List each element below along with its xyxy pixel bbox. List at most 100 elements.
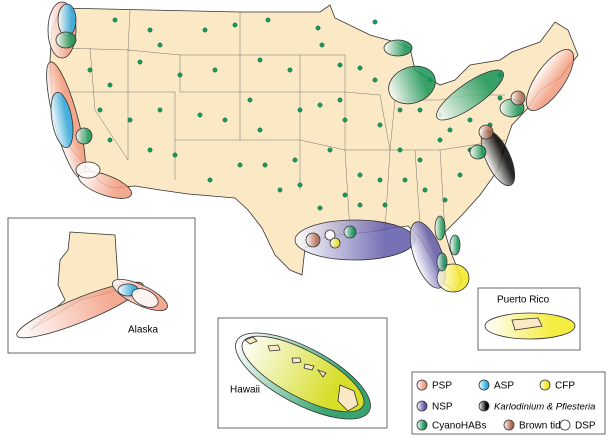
legend-label: CFP — [555, 381, 575, 392]
cyano-region — [383, 39, 413, 57]
alaska-inset: Alaska — [7, 217, 196, 354]
site-dot — [337, 62, 343, 68]
site-dot — [357, 65, 363, 71]
site-dot — [357, 172, 363, 178]
site-dot — [237, 162, 243, 168]
cfp-region — [241, 335, 365, 413]
cyano-region — [75, 127, 93, 145]
cyano-region — [436, 252, 448, 272]
site-dot — [202, 27, 208, 33]
site-dot — [157, 42, 163, 48]
cyano-region — [469, 144, 487, 160]
site-dot — [97, 107, 103, 113]
cyano-region — [388, 65, 436, 105]
site-dot — [257, 57, 263, 63]
site-dot — [382, 202, 388, 208]
site-dot — [372, 77, 378, 83]
psp-region — [16, 281, 144, 339]
psp-region — [525, 49, 575, 111]
dsp-region — [131, 288, 159, 308]
legend-label: ASP — [494, 381, 514, 392]
inset-label: Puerto Rico — [497, 295, 550, 306]
site-dot — [372, 19, 378, 25]
site-dot — [317, 102, 323, 108]
hawaii-inset: Hawaii — [217, 317, 388, 429]
site-dot — [137, 59, 143, 65]
monitoring-sites — [87, 17, 503, 211]
legend-label: DSP — [575, 421, 596, 432]
site-dot — [147, 27, 153, 33]
legend-swatch — [416, 419, 428, 431]
site-dot — [265, 17, 271, 23]
site-dot — [107, 137, 113, 143]
legend-label: NSP — [432, 402, 453, 413]
site-dot — [277, 187, 283, 193]
legend-label: CyanoHABs — [432, 421, 486, 432]
site-dot — [262, 162, 268, 168]
site-dot — [107, 82, 113, 88]
site-dot — [297, 182, 303, 188]
cyano-region — [55, 31, 77, 49]
site-dot — [112, 17, 118, 23]
legend-label: Brown tide — [519, 421, 567, 432]
inset-label: Hawaii — [230, 385, 260, 396]
site-dot — [397, 107, 403, 113]
site-dot — [127, 117, 133, 123]
site-dot — [172, 152, 178, 158]
site-dot — [447, 127, 453, 133]
hab-regions — [46, 1, 575, 293]
dsp-region — [75, 161, 101, 179]
state-lines — [59, 9, 506, 233]
site-dot — [287, 67, 293, 73]
site-dot — [319, 42, 325, 48]
site-dot — [87, 67, 93, 73]
islands — [244, 336, 359, 412]
site-dot — [337, 97, 343, 103]
brown-tide-region — [510, 90, 526, 106]
site-dot — [247, 97, 253, 103]
cyano-region — [449, 234, 461, 256]
legend-swatch — [478, 379, 490, 391]
site-dot — [212, 67, 218, 73]
site-dot — [222, 117, 228, 123]
site-dot — [437, 137, 443, 143]
site-dot — [497, 95, 503, 101]
legend-swatch — [503, 419, 515, 431]
asp-region — [50, 91, 74, 149]
brown-tide-region — [305, 232, 321, 248]
site-dot — [207, 177, 213, 183]
site-dot — [327, 147, 333, 153]
site-dot — [342, 192, 348, 198]
site-dot — [342, 117, 348, 123]
site-dot — [377, 122, 383, 128]
site-dot — [417, 107, 423, 113]
brown-tide-region — [478, 124, 494, 140]
legend-label: PSP — [432, 381, 452, 392]
legend-label: Karlodinium & Pfiesteria — [494, 402, 595, 413]
legend: PSP ASP CFP NSP Karlodinium & Pfiesteria Cyan… — [411, 371, 606, 435]
nsp-region — [409, 221, 447, 289]
site-dot — [257, 127, 263, 133]
site-dot — [177, 72, 183, 78]
island — [511, 317, 543, 331]
puerto-rico-inset: Puerto Rico — [477, 287, 581, 351]
cyano-region — [434, 215, 446, 241]
site-dot — [422, 187, 428, 193]
site-dot — [377, 177, 383, 183]
site-dot — [147, 147, 153, 153]
asp-region — [57, 3, 77, 37]
site-dot — [197, 112, 203, 118]
legend-swatch — [539, 379, 551, 391]
site-dot — [467, 117, 473, 123]
dsp-region — [324, 229, 336, 241]
cfp-region — [436, 263, 470, 293]
legend-swatch — [478, 400, 490, 412]
site-dot — [417, 157, 423, 163]
site-dot — [397, 147, 403, 153]
legend-swatch — [416, 400, 428, 412]
site-dot — [297, 107, 303, 113]
site-dot — [457, 172, 463, 178]
site-dot — [232, 22, 238, 28]
site-dot — [157, 107, 163, 113]
